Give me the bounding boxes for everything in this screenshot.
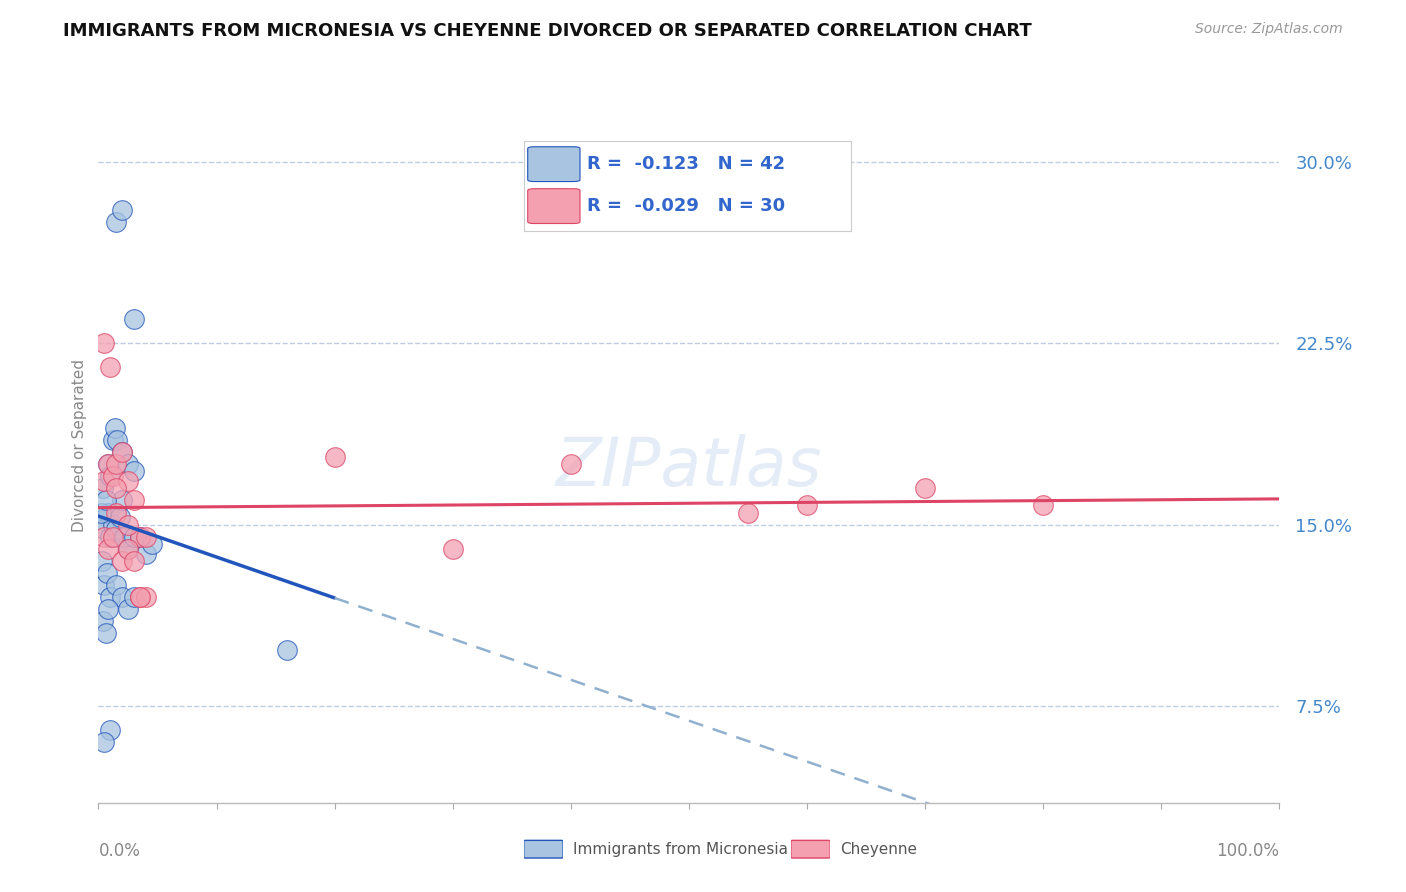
Point — [117, 474, 139, 488]
Point — [128, 590, 150, 604]
Point — [111, 590, 134, 604]
Point — [111, 445, 134, 459]
Point — [111, 493, 134, 508]
Point — [101, 530, 124, 544]
Point — [90, 506, 112, 520]
Text: 100.0%: 100.0% — [1216, 842, 1279, 860]
Point — [93, 578, 115, 592]
Point — [117, 517, 139, 532]
Point — [91, 481, 114, 495]
Point — [97, 457, 120, 471]
Point — [128, 530, 150, 544]
Point — [105, 481, 128, 495]
Point — [128, 590, 150, 604]
Text: Source: ZipAtlas.com: Source: ZipAtlas.com — [1195, 22, 1343, 37]
Point — [122, 493, 145, 508]
Point — [135, 547, 157, 561]
Point — [93, 530, 115, 544]
Text: R =  -0.029   N = 30: R = -0.029 N = 30 — [586, 197, 785, 215]
Point — [101, 517, 124, 532]
Point — [97, 602, 120, 616]
Point — [94, 493, 117, 508]
Point — [117, 457, 139, 471]
Point — [93, 523, 115, 537]
Point — [117, 602, 139, 616]
Point — [96, 566, 118, 580]
Point — [98, 530, 121, 544]
Point — [111, 445, 134, 459]
Text: 0.0%: 0.0% — [98, 842, 141, 860]
Point — [108, 510, 131, 524]
Point — [1032, 498, 1054, 512]
Point — [91, 513, 114, 527]
Point — [117, 541, 139, 556]
Point — [122, 312, 145, 326]
Text: Immigrants from Micronesia: Immigrants from Micronesia — [574, 842, 787, 856]
Point — [122, 464, 145, 478]
Point — [98, 469, 121, 483]
Point — [122, 530, 145, 544]
Text: Cheyenne: Cheyenne — [839, 842, 917, 856]
Point — [796, 498, 818, 512]
Point — [276, 643, 298, 657]
Point — [112, 530, 135, 544]
Point — [737, 506, 759, 520]
Point — [97, 457, 120, 471]
Point — [323, 450, 346, 464]
Point — [105, 215, 128, 229]
Point — [98, 590, 121, 604]
Point — [104, 421, 127, 435]
Point — [97, 541, 120, 556]
Point — [93, 474, 115, 488]
Text: ZIPatlas: ZIPatlas — [555, 434, 823, 500]
Y-axis label: Divorced or Separated: Divorced or Separated — [72, 359, 87, 533]
FancyBboxPatch shape — [523, 840, 562, 858]
Point — [101, 433, 124, 447]
Point — [111, 554, 134, 568]
Point — [105, 578, 128, 592]
Point — [101, 469, 124, 483]
Point — [128, 530, 150, 544]
FancyBboxPatch shape — [790, 840, 830, 858]
FancyBboxPatch shape — [527, 189, 581, 224]
Point — [122, 554, 145, 568]
Point — [93, 336, 115, 351]
Point — [93, 735, 115, 749]
Point — [98, 360, 121, 375]
Point — [117, 541, 139, 556]
Point — [105, 523, 128, 537]
Point — [105, 457, 128, 471]
Point — [122, 590, 145, 604]
Point — [105, 433, 128, 447]
Point — [91, 615, 114, 629]
Point — [94, 626, 117, 640]
Point — [441, 541, 464, 556]
Point — [560, 457, 582, 471]
Point — [141, 537, 163, 551]
Point — [111, 203, 134, 218]
Point — [135, 530, 157, 544]
Point — [98, 723, 121, 738]
Point — [97, 506, 120, 520]
Point — [105, 506, 128, 520]
Text: IMMIGRANTS FROM MICRONESIA VS CHEYENNE DIVORCED OR SEPARATED CORRELATION CHART: IMMIGRANTS FROM MICRONESIA VS CHEYENNE D… — [63, 22, 1032, 40]
Point — [135, 590, 157, 604]
FancyBboxPatch shape — [527, 147, 581, 182]
Text: R =  -0.123   N = 42: R = -0.123 N = 42 — [586, 155, 785, 173]
Point — [91, 554, 114, 568]
Point — [914, 481, 936, 495]
